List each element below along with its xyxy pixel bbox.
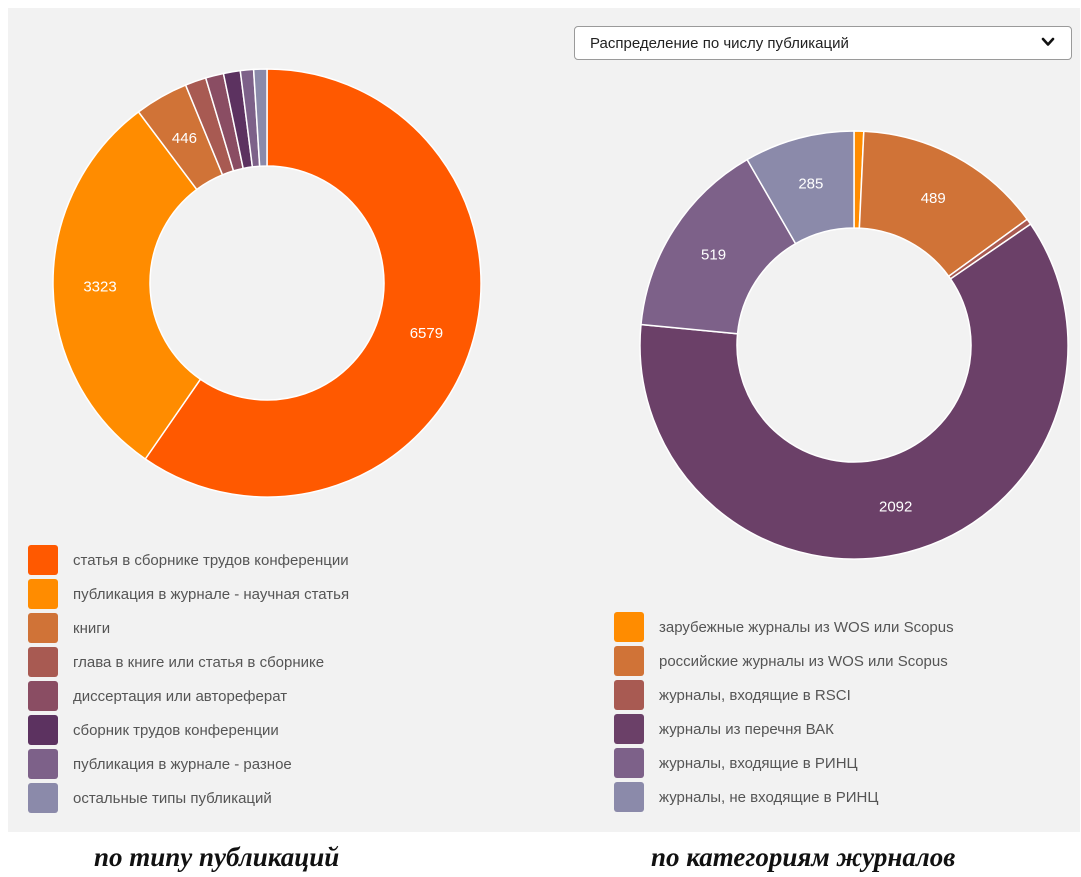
chevron-down-icon (1041, 37, 1055, 46)
slice-value-label: 446 (172, 130, 197, 147)
slice-value-label: 2092 (879, 499, 912, 516)
legend-swatch (28, 545, 58, 575)
donut-slice[interactable] (746, 130, 855, 245)
slice-value-label: 3323 (83, 278, 116, 295)
legend-label: статья в сборнике трудов конференции (73, 552, 349, 569)
legend-label: остальные типы публикаций (73, 790, 272, 807)
legend-label: российские журналы из WOS или Scopus (659, 653, 948, 670)
legend-swatch (28, 681, 58, 711)
caption-publication-types: по типу публикаций (94, 842, 340, 872)
legend-swatch (614, 646, 644, 676)
legend-label: публикация в журнале - научная статья (73, 586, 350, 603)
legend-swatch (28, 647, 58, 677)
legend-label: глава в книге или статья в сборнике (73, 654, 325, 671)
legend-label: диссертация или автореферат (73, 688, 288, 705)
slice-value-label: 285 (798, 176, 823, 193)
slice-value-label: 489 (921, 190, 946, 207)
legend-label: зарубежные журналы из WOS или Scopus (659, 619, 954, 636)
legend-swatch (614, 782, 644, 812)
legend-swatch (614, 748, 644, 778)
slice-value-label: 519 (701, 247, 726, 264)
distribution-select-value: Распределение по числу публикаций (590, 35, 849, 52)
legend-label: книги (73, 620, 111, 637)
donut-slice[interactable] (252, 68, 268, 168)
legend-swatch (28, 579, 58, 609)
legend-swatch (614, 612, 644, 642)
legend-swatch (614, 680, 644, 710)
distribution-select[interactable]: Распределение по числу публикаций (574, 26, 1072, 60)
legend-label: журналы, входящие в РИНЦ (659, 755, 858, 772)
donut-slice[interactable] (52, 110, 202, 461)
legend-label: журналы, не входящие в РИНЦ (659, 789, 879, 806)
donut-slice[interactable] (144, 68, 482, 498)
legend-swatch (614, 714, 644, 744)
donut-slice[interactable] (639, 223, 1069, 560)
legend-swatch (28, 749, 58, 779)
caption-journal-categories: по категориям журналов (651, 842, 956, 872)
legend-label: журналы, входящие в RSCI (659, 687, 851, 704)
legend-swatch (28, 715, 58, 745)
legend-label: сборник трудов конференции (73, 722, 279, 739)
legend-swatch (28, 613, 58, 643)
slice-value-label: 6579 (410, 325, 443, 342)
legend-label: публикация в журнале - разное (73, 756, 292, 773)
legend-label: журналы из перечня ВАК (659, 721, 834, 738)
legend-swatch (28, 783, 58, 813)
